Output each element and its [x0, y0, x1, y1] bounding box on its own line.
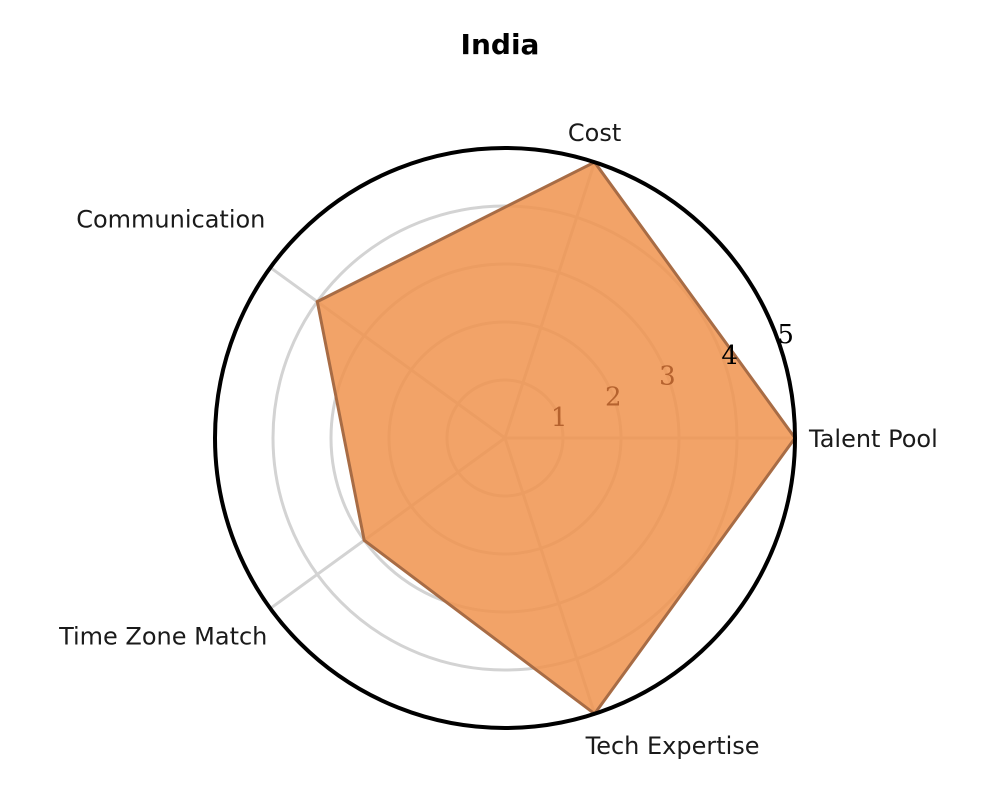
axis-label: Communication	[76, 206, 265, 234]
data-point	[315, 300, 319, 304]
axis-label-layer: Talent Pool Cost Communication Time Zone Ma…	[58, 119, 938, 760]
series-area	[315, 160, 797, 716]
axis-label: Talent Pool	[808, 425, 938, 453]
radial-tick-label: 1	[551, 403, 568, 433]
data-point	[362, 538, 366, 542]
axis-label: Cost	[568, 119, 621, 147]
radial-tick-label: 3	[659, 362, 676, 392]
series-layer	[315, 160, 797, 716]
chart-title: India	[461, 28, 540, 61]
radial-tick-label: 4	[721, 341, 738, 371]
tick-label-layer: 1 2 3 4 5	[551, 320, 794, 433]
outer-ring	[213, 146, 797, 730]
axis-label: Time Zone Match	[58, 623, 267, 651]
radial-tick-label: 2	[605, 382, 622, 412]
axis-label: Tech Expertise	[585, 732, 760, 760]
outer-ring-layer	[213, 146, 797, 730]
radial-tick-label: 5	[777, 320, 794, 350]
